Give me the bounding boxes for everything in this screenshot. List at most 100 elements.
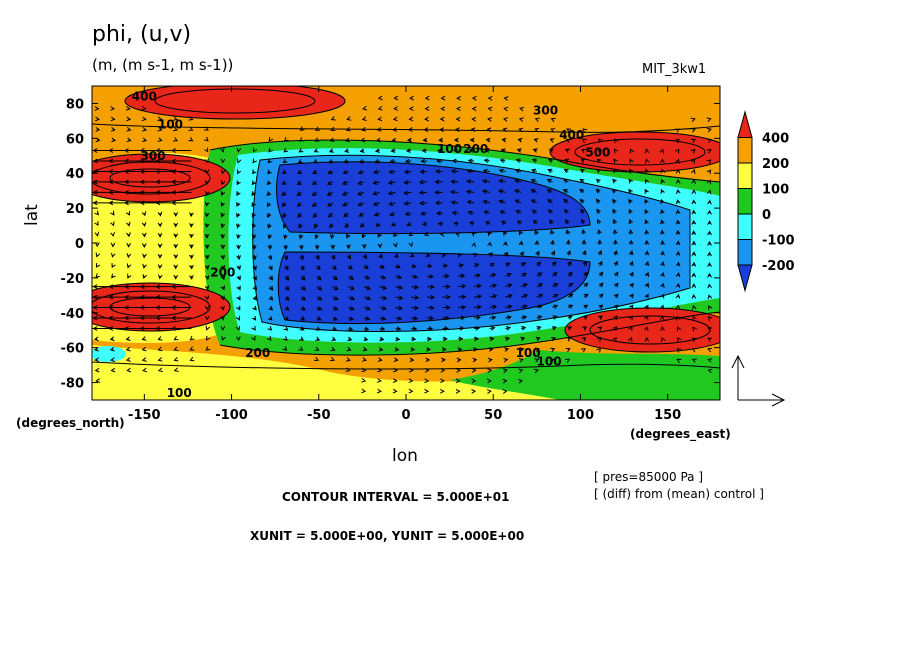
colorbar-label: -200 <box>762 259 795 274</box>
wind-vector <box>125 346 131 352</box>
wind-vector <box>357 169 365 175</box>
wind-vector <box>500 148 506 153</box>
wind-vector <box>487 368 493 373</box>
wind-vector <box>220 201 226 207</box>
wind-vector <box>563 178 569 184</box>
wind-vector <box>458 326 465 331</box>
wind-vector <box>707 262 712 267</box>
wind-vector <box>377 232 382 238</box>
wind-vector <box>628 188 633 194</box>
wind-vector <box>565 239 571 245</box>
wind-vector <box>407 127 413 132</box>
wind-vector <box>565 229 571 235</box>
wind-vector <box>296 202 302 208</box>
wind-vector <box>252 158 257 164</box>
wind-vector <box>188 126 194 131</box>
wind-vector <box>691 230 697 236</box>
wind-vector <box>203 126 209 131</box>
wind-vector <box>363 275 371 280</box>
wind-vector <box>547 209 553 214</box>
wind-vector <box>457 347 463 352</box>
wind-vector <box>614 138 619 144</box>
wind-vector <box>674 138 680 144</box>
wind-vector <box>473 273 481 278</box>
wind-vector <box>395 274 403 280</box>
contour-label: 500 <box>585 145 610 159</box>
wind-vector <box>549 219 554 225</box>
wind-vector <box>375 222 381 227</box>
wind-vector <box>597 239 603 245</box>
wind-vector <box>313 148 319 153</box>
contour-line <box>92 161 211 195</box>
wind-vector <box>659 293 665 299</box>
wind-vector <box>220 190 226 196</box>
colorbar-label: 400 <box>762 132 789 147</box>
wind-vector <box>157 243 163 249</box>
wind-vector <box>499 158 506 163</box>
wind-vector <box>566 337 572 342</box>
wind-vector <box>551 337 557 342</box>
wind-vector <box>204 223 210 229</box>
wind-vector <box>676 337 682 343</box>
wind-vector <box>426 326 434 331</box>
wind-vector <box>612 326 618 332</box>
wind-vector <box>267 158 273 164</box>
wind-vector <box>598 260 603 266</box>
wind-vector <box>567 282 574 288</box>
wind-vector <box>377 357 383 362</box>
wind-vector <box>563 168 569 174</box>
wind-vector <box>489 304 498 310</box>
wind-vector <box>441 252 447 258</box>
wind-vector <box>315 326 321 331</box>
wind-vector <box>312 159 318 164</box>
wind-vector <box>487 378 492 384</box>
wind-vector <box>675 158 680 164</box>
wind-vector <box>471 242 476 248</box>
wind-vector <box>644 326 649 332</box>
wind-vector <box>329 137 335 142</box>
wind-vector <box>644 315 649 321</box>
wind-vector <box>393 106 399 111</box>
wind-vector <box>595 178 601 184</box>
wind-vector <box>357 191 365 196</box>
wind-vector <box>236 265 241 271</box>
wind-vector <box>424 106 430 111</box>
wind-vector <box>236 305 241 311</box>
wind-vector <box>691 251 697 257</box>
wind-vector <box>484 148 490 153</box>
wind-vector <box>95 262 101 268</box>
wind-vector <box>357 180 365 186</box>
wind-vector <box>515 158 522 163</box>
contour-label: 200 <box>463 142 488 156</box>
wind-vector <box>388 169 396 175</box>
wind-vector <box>567 293 574 299</box>
wind-vector <box>411 336 417 342</box>
wind-vector <box>660 239 665 245</box>
y-axis-title: lat <box>22 204 42 226</box>
wind-vector <box>691 199 697 205</box>
wind-vector <box>404 158 412 164</box>
wind-vector <box>344 148 350 153</box>
wind-vector <box>171 158 192 164</box>
wind-vector <box>94 106 100 111</box>
wind-vector <box>235 325 241 331</box>
wind-vector <box>426 305 435 311</box>
wind-vector <box>549 358 555 363</box>
contour-line <box>92 123 720 133</box>
wind-vector <box>189 254 194 260</box>
wind-vector <box>485 221 490 226</box>
wind-vector <box>358 159 365 164</box>
wind-vector <box>390 222 396 227</box>
wind-vector <box>518 127 524 133</box>
wind-vector <box>142 263 147 269</box>
wind-vector <box>628 250 634 256</box>
wind-vector <box>535 336 541 342</box>
wind-vector <box>220 234 226 240</box>
wind-vector <box>644 148 650 154</box>
wind-vector <box>172 116 178 121</box>
wind-vector <box>487 241 492 247</box>
wind-vector <box>173 346 179 351</box>
wind-vector <box>344 223 350 228</box>
contour-line <box>252 154 691 333</box>
wind-vector <box>110 357 115 363</box>
